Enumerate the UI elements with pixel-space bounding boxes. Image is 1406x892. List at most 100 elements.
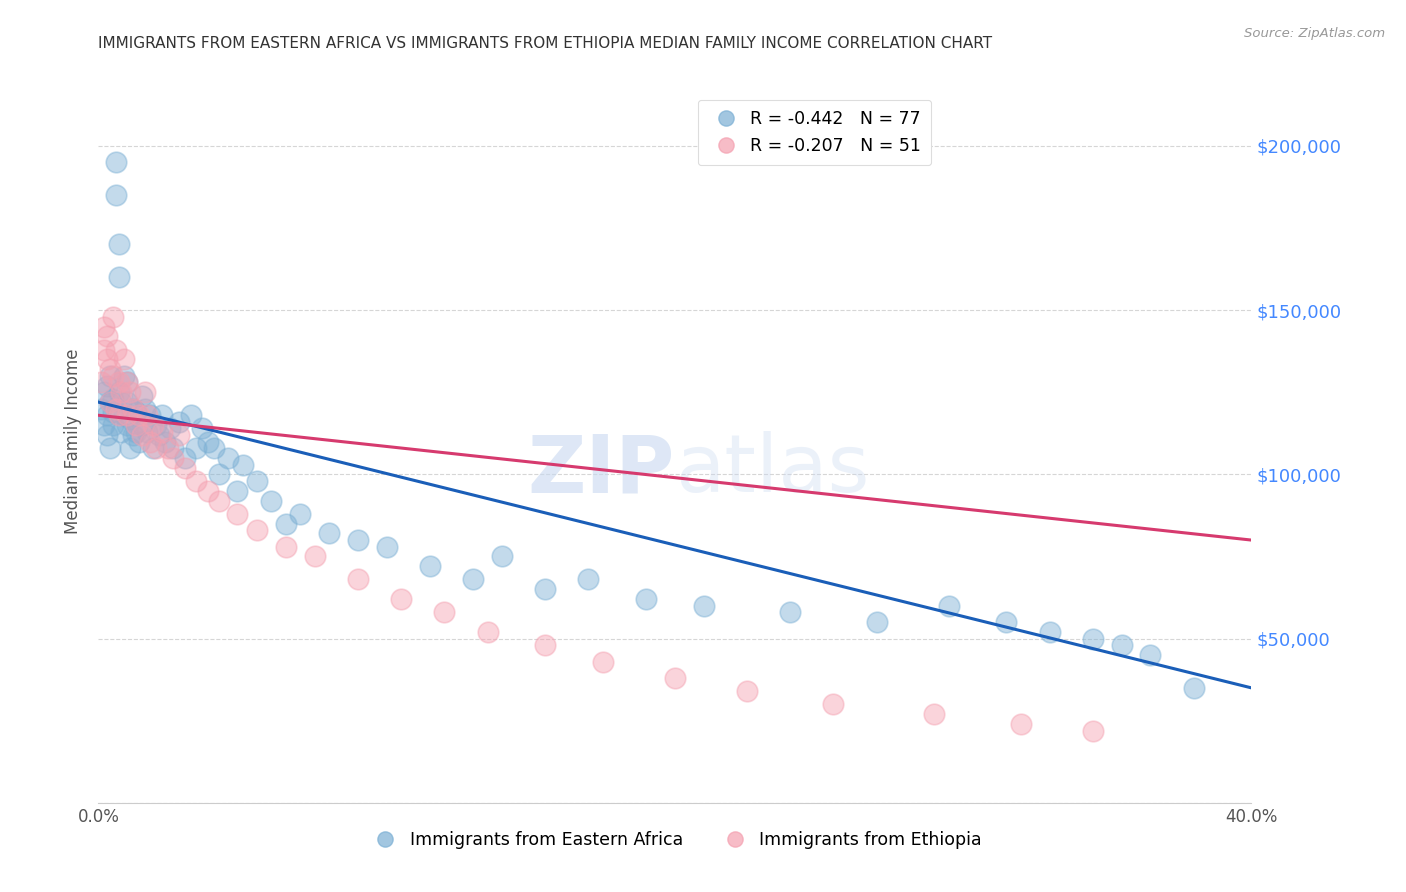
Point	[274, 540, 297, 554]
Point	[120, 411, 142, 425]
Point	[93, 343, 115, 357]
Point	[107, 237, 129, 252]
Point	[260, 493, 283, 508]
Point	[1010, 717, 1032, 731]
Point	[101, 368, 124, 383]
Point	[136, 425, 159, 439]
Point	[145, 441, 167, 455]
Point	[131, 418, 153, 433]
Point	[117, 376, 139, 390]
Point	[128, 434, 150, 449]
Point	[142, 418, 165, 433]
Point	[96, 378, 118, 392]
Point	[1039, 625, 1062, 640]
Point	[139, 434, 162, 449]
Legend: Immigrants from Eastern Africa, Immigrants from Ethiopia: Immigrants from Eastern Africa, Immigran…	[361, 823, 988, 855]
Point	[90, 376, 112, 390]
Point	[375, 540, 398, 554]
Point	[120, 385, 142, 400]
Point	[1081, 723, 1104, 738]
Point	[128, 409, 150, 423]
Point	[117, 395, 139, 409]
Point	[150, 409, 173, 423]
Point	[389, 592, 412, 607]
Point	[98, 395, 121, 409]
Point	[125, 425, 148, 439]
Point	[1081, 632, 1104, 646]
Point	[318, 526, 340, 541]
Point	[304, 549, 326, 564]
Point	[246, 474, 269, 488]
Point	[186, 441, 208, 455]
Point	[346, 533, 368, 547]
Point	[122, 428, 145, 442]
Point	[191, 421, 214, 435]
Point	[274, 516, 297, 531]
Point	[866, 615, 889, 630]
Point	[134, 401, 156, 416]
Point	[246, 523, 269, 537]
Point	[167, 428, 190, 442]
Point	[90, 401, 112, 416]
Point	[93, 385, 115, 400]
Point	[98, 362, 121, 376]
Point	[159, 421, 181, 435]
Point	[534, 582, 557, 597]
Point	[117, 376, 139, 390]
Point	[578, 573, 600, 587]
Point	[96, 329, 118, 343]
Point	[117, 409, 139, 423]
Point	[104, 155, 127, 169]
Point	[534, 638, 557, 652]
Point	[93, 418, 115, 433]
Point	[112, 368, 135, 383]
Point	[290, 507, 312, 521]
Point	[433, 605, 456, 619]
Point	[924, 707, 946, 722]
Point	[156, 441, 179, 455]
Point	[461, 573, 484, 587]
Point	[225, 507, 247, 521]
Point	[693, 599, 716, 613]
Text: Source: ZipAtlas.com: Source: ZipAtlas.com	[1244, 27, 1385, 40]
Point	[101, 418, 124, 433]
Point	[636, 592, 658, 607]
Point	[592, 655, 614, 669]
Point	[104, 401, 127, 416]
Point	[174, 460, 197, 475]
Point	[162, 450, 184, 465]
Point	[112, 409, 135, 423]
Point	[122, 401, 145, 416]
Point	[131, 388, 153, 402]
Point	[225, 483, 247, 498]
Point	[122, 401, 145, 416]
Point	[110, 425, 132, 439]
Point	[142, 441, 165, 455]
Point	[477, 625, 499, 640]
Point	[107, 270, 129, 285]
Point	[823, 698, 845, 712]
Point	[938, 599, 960, 613]
Point	[346, 573, 368, 587]
Point	[107, 376, 129, 390]
Text: ZIP: ZIP	[527, 432, 675, 509]
Point	[174, 450, 197, 465]
Point	[1182, 681, 1205, 695]
Point	[186, 474, 208, 488]
Point	[104, 343, 127, 357]
Point	[101, 392, 124, 406]
Point	[162, 441, 184, 455]
Point	[735, 684, 758, 698]
Point	[104, 188, 127, 202]
Text: atlas: atlas	[675, 432, 869, 509]
Point	[110, 385, 132, 400]
Point	[779, 605, 801, 619]
Point	[136, 409, 159, 423]
Point	[145, 418, 167, 433]
Point	[112, 352, 135, 367]
Point	[134, 385, 156, 400]
Point	[208, 493, 231, 508]
Point	[96, 428, 118, 442]
Point	[131, 428, 153, 442]
Point	[107, 409, 129, 423]
